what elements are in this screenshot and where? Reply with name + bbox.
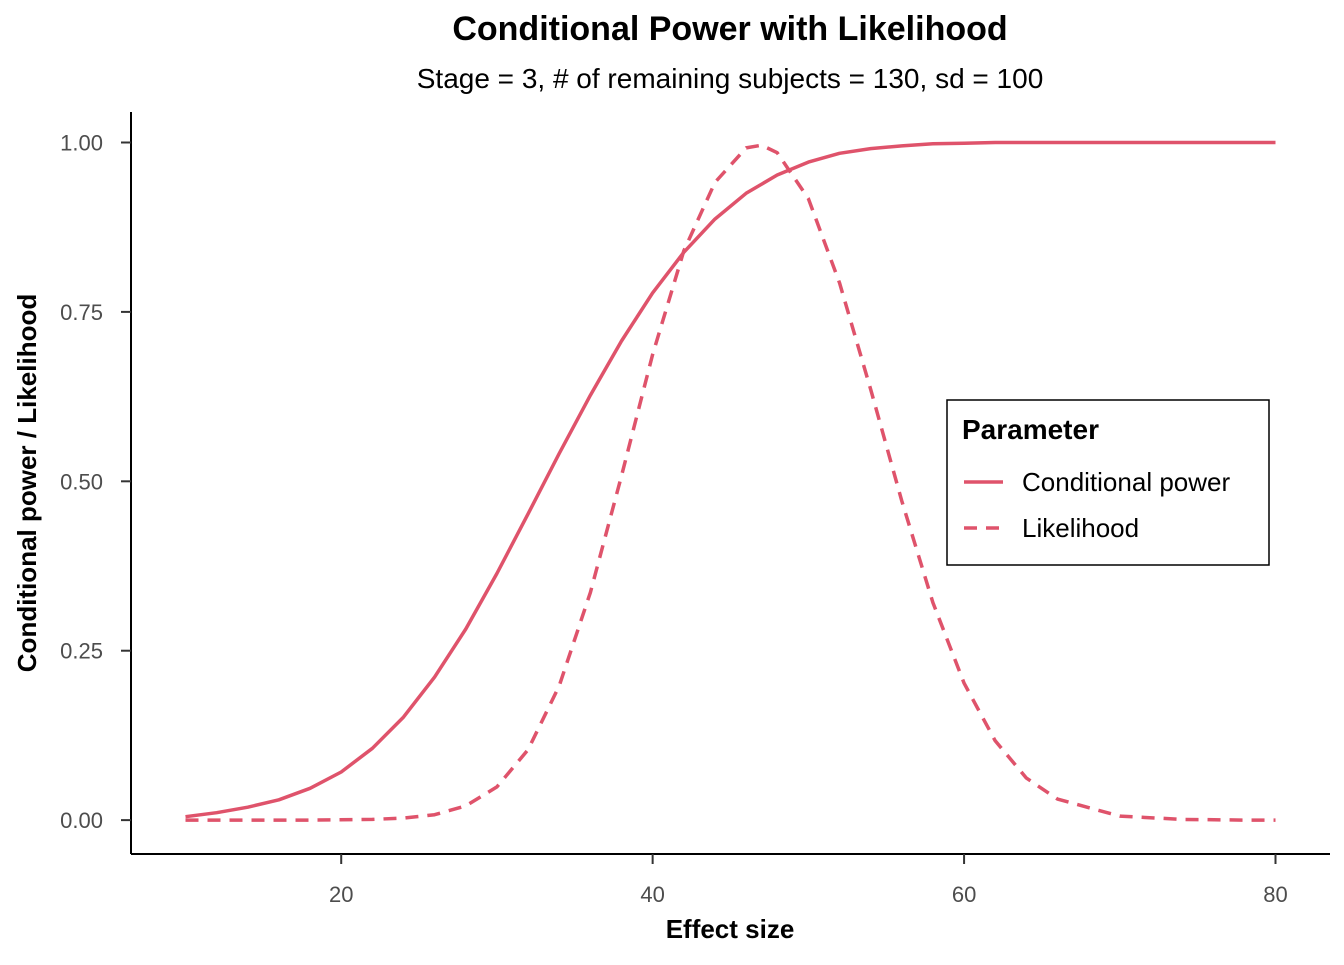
- x-tick-label: 20: [329, 882, 353, 907]
- legend-title: Parameter: [962, 414, 1099, 445]
- legend-label-likelihood: Likelihood: [1022, 513, 1139, 543]
- y-tick-label: 0.50: [60, 469, 103, 494]
- series-line-likelihood: [185, 143, 1276, 822]
- x-tick-label: 80: [1263, 882, 1287, 907]
- y-tick-label: 0.00: [60, 808, 103, 833]
- series-layer: [185, 140, 1276, 822]
- x-axis-title: Effect size: [666, 914, 795, 944]
- legend: Parameter Conditional power Likelihood: [946, 399, 1270, 566]
- y-tick-label: 0.75: [60, 300, 103, 325]
- y-tick-label: 0.25: [60, 639, 103, 664]
- y-axis: 0.00 0.25 0.50 0.75 1.00: [60, 112, 132, 854]
- legend-label-conditional-power: Conditional power: [1022, 467, 1230, 497]
- x-axis: 20 40 60 80: [131, 853, 1330, 907]
- series-line-conditional-power: [185, 140, 1276, 819]
- y-tick-label: 1.00: [60, 130, 103, 155]
- x-tick-label: 40: [640, 882, 664, 907]
- chart-title: Conditional Power with Likelihood: [452, 10, 1007, 48]
- y-axis-title: Conditional power / Likelihood: [12, 294, 42, 672]
- chart-subtitle: Stage = 3, # of remaining subjects = 130…: [417, 63, 1044, 94]
- x-tick-label: 60: [952, 882, 976, 907]
